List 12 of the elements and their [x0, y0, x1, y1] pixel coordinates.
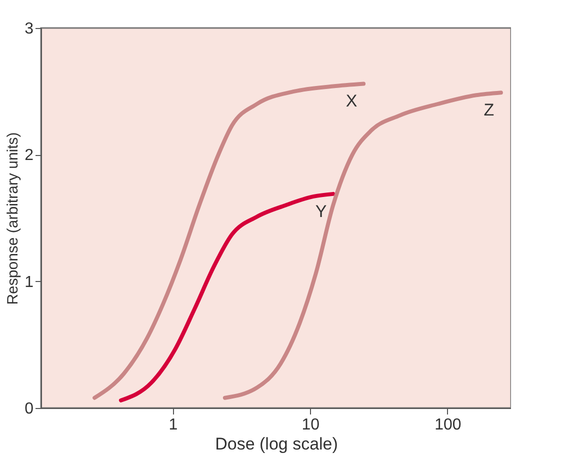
y-axis-title: Response (arbitrary units) — [4, 132, 22, 305]
x-tick-label: 100 — [434, 416, 462, 434]
x-tick-label: 10 — [302, 416, 320, 434]
y-tick-label: 3 — [24, 20, 34, 38]
x-axis-title: Dose (log scale) — [215, 434, 338, 454]
series-label: Y — [315, 202, 327, 221]
series-label: Z — [484, 100, 494, 120]
y-tick-label: 1 — [24, 274, 34, 291]
x-tick-label: 1 — [168, 416, 178, 434]
series-label: X — [346, 92, 358, 111]
y-tick-label: 2 — [24, 147, 34, 164]
y-tick-label: 0 — [24, 400, 34, 418]
